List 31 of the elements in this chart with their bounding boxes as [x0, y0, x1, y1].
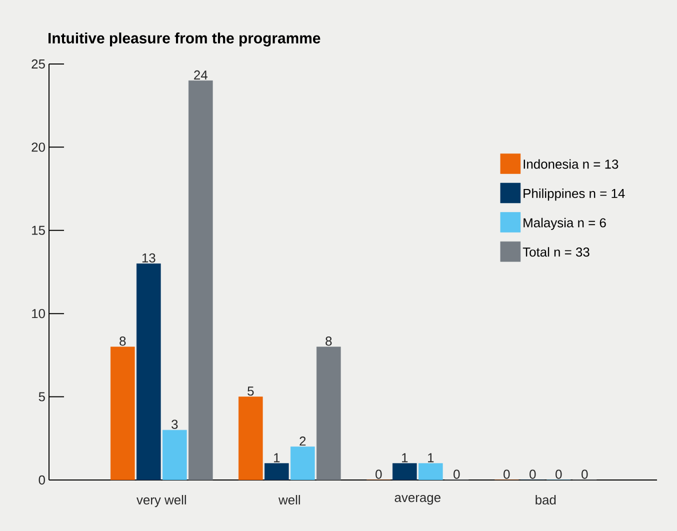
- y-tick-label: 5: [38, 392, 45, 402]
- data-label: 0: [376, 470, 382, 479]
- legend-label: Malaysia n = 6: [524, 218, 606, 230]
- data-label: 5: [248, 386, 254, 396]
- legend-label: Philippines n = 14: [524, 188, 625, 201]
- y-tick-label: 0: [38, 475, 45, 485]
- x-tick-label: bad: [536, 495, 556, 505]
- data-label: 1: [402, 453, 408, 462]
- x-tick-label: very well: [136, 495, 186, 508]
- data-label: 0: [530, 470, 536, 479]
- y-tick-label: 20: [32, 142, 45, 152]
- y-tick-label: 15: [32, 226, 45, 235]
- legend-label: Total n = 33: [522, 247, 590, 257]
- chart-title: Intuitive pleasure from the programme: [48, 32, 320, 46]
- data-label: 24: [194, 70, 208, 80]
- data-label: 0: [504, 470, 510, 479]
- data-label: 0: [556, 470, 562, 479]
- data-label: 1: [428, 453, 434, 462]
- data-label: 8: [120, 336, 126, 346]
- data-label: 3: [172, 420, 178, 429]
- data-label: 8: [326, 336, 332, 346]
- x-tick-label: well: [278, 495, 300, 505]
- data-label: 13: [142, 253, 156, 263]
- data-label: 2: [300, 436, 306, 446]
- x-tick-label: average: [394, 495, 440, 505]
- data-label: 0: [582, 470, 588, 479]
- data-label: 0: [454, 470, 460, 479]
- data-label: 1: [274, 453, 280, 462]
- legend-label: Indonesia n = 13: [524, 159, 618, 169]
- y-tick-label: 10: [32, 309, 45, 318]
- y-tick-label: 25: [32, 59, 45, 69]
